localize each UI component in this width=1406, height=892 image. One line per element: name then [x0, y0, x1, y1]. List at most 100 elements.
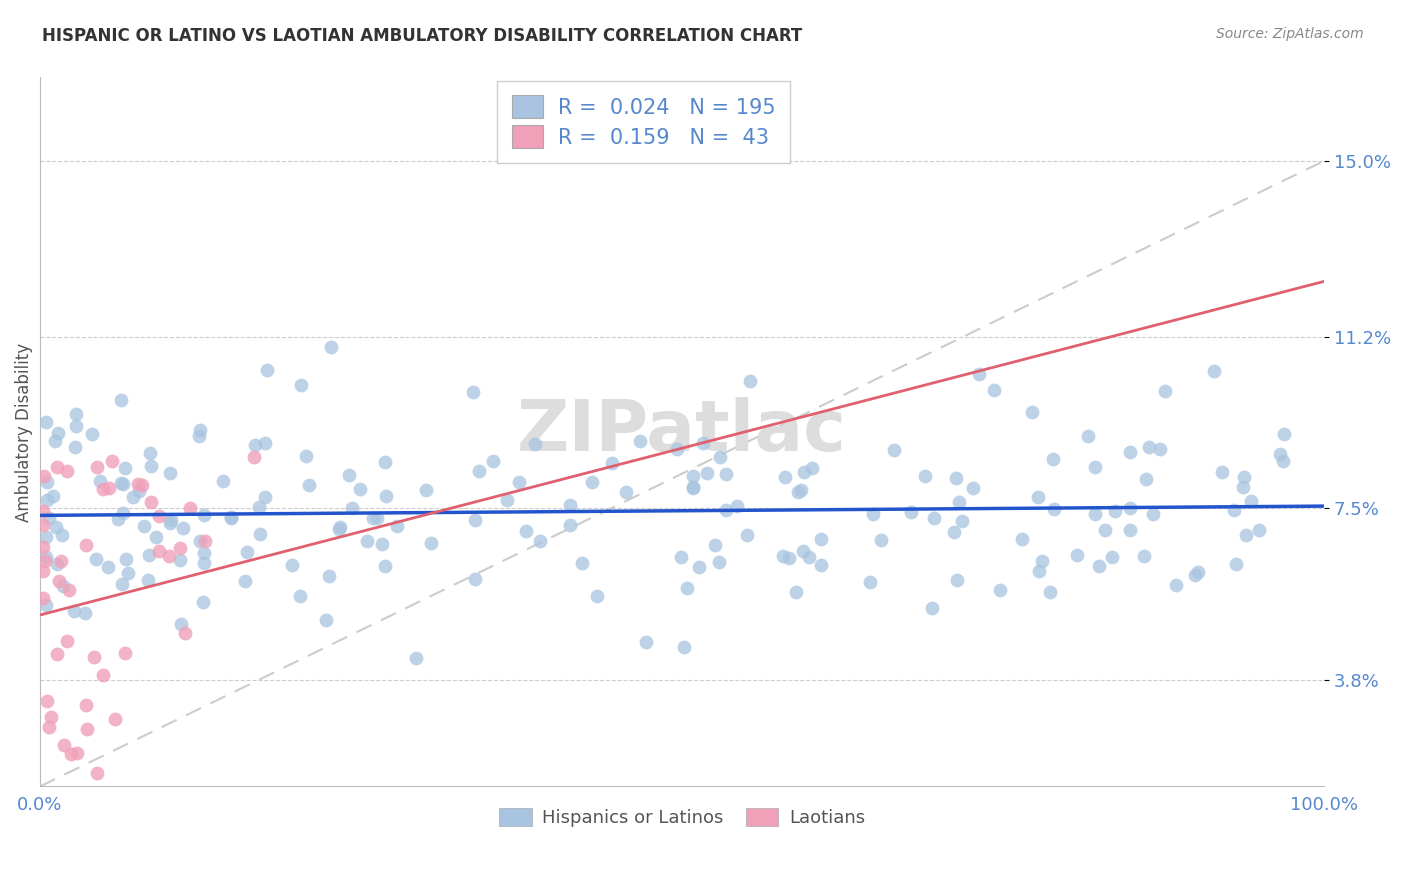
Point: [160, 513, 183, 527]
Point: [415, 483, 437, 498]
Point: [793, 465, 815, 479]
Text: ZIPatlас: ZIPatlас: [517, 398, 846, 467]
Point: [1271, 454, 1294, 468]
Point: [405, 651, 427, 665]
Legend: Hispanics or Latinos, Laotians: Hispanics or Latinos, Laotians: [492, 800, 872, 834]
Point: [159, 467, 181, 481]
Point: [581, 475, 603, 489]
Point: [39, 710, 62, 724]
Point: [797, 549, 820, 564]
Point: [1164, 577, 1187, 591]
Point: [114, 461, 136, 475]
Point: [669, 549, 692, 564]
Point: [76, 538, 98, 552]
Point: [1031, 554, 1053, 568]
Point: [772, 549, 794, 563]
Point: [65, 418, 87, 433]
Point: [37, 475, 59, 490]
Point: [716, 503, 738, 517]
Point: [1232, 479, 1254, 493]
Point: [1272, 426, 1295, 441]
Point: [115, 552, 138, 566]
Point: [529, 533, 551, 548]
Point: [297, 478, 319, 492]
Point: [63, 604, 86, 618]
Point: [1119, 523, 1142, 537]
Point: [80, 427, 103, 442]
Point: [256, 362, 278, 376]
Point: [387, 519, 409, 533]
Point: [111, 507, 134, 521]
Point: [191, 595, 214, 609]
Point: [56, 634, 79, 648]
Point: [281, 558, 304, 573]
Point: [49, 554, 72, 568]
Point: [523, 437, 546, 451]
Point: [111, 576, 134, 591]
Point: [193, 556, 215, 570]
Point: [38, 511, 60, 525]
Point: [188, 423, 211, 437]
Point: [170, 617, 193, 632]
Point: [773, 470, 796, 484]
Point: [31, 591, 53, 605]
Point: [464, 573, 486, 587]
Point: [253, 436, 276, 450]
Point: [114, 646, 136, 660]
Point: [571, 556, 593, 570]
Point: [464, 513, 486, 527]
Point: [914, 468, 936, 483]
Point: [111, 476, 134, 491]
Point: [35, 415, 58, 429]
Point: [52, 738, 75, 752]
Point: [420, 536, 443, 550]
Point: [45, 557, 67, 571]
Point: [1011, 532, 1033, 546]
Point: [249, 500, 271, 515]
Point: [682, 480, 704, 494]
Point: [988, 582, 1011, 597]
Point: [249, 526, 271, 541]
Point: [145, 530, 167, 544]
Point: [810, 532, 832, 546]
Point: [600, 456, 623, 470]
Point: [139, 459, 162, 474]
Point: [1088, 558, 1111, 573]
Point: [245, 438, 267, 452]
Point: [1234, 528, 1257, 542]
Point: [76, 723, 98, 737]
Point: [91, 483, 114, 497]
Text: Source: ZipAtlas.com: Source: ZipAtlas.com: [1216, 27, 1364, 41]
Point: [946, 573, 969, 587]
Point: [66, 746, 89, 760]
Point: [349, 482, 371, 496]
Point: [356, 533, 378, 548]
Point: [709, 450, 731, 464]
Point: [1094, 524, 1116, 538]
Point: [32, 540, 55, 554]
Point: [1104, 504, 1126, 518]
Point: [138, 548, 160, 562]
Point: [83, 650, 105, 665]
Point: [318, 569, 340, 583]
Point: [1211, 465, 1233, 479]
Point: [31, 504, 53, 518]
Point: [86, 765, 108, 780]
Point: [508, 475, 530, 489]
Point: [136, 573, 159, 587]
Point: [169, 552, 191, 566]
Point: [1119, 444, 1142, 458]
Point: [375, 489, 398, 503]
Point: [35, 549, 58, 564]
Point: [558, 498, 581, 512]
Point: [666, 442, 689, 456]
Point: [1077, 429, 1099, 443]
Point: [37, 493, 59, 508]
Point: [1247, 523, 1270, 537]
Y-axis label: Ambulatory Disability: Ambulatory Disability: [15, 343, 32, 522]
Point: [219, 510, 242, 524]
Point: [482, 453, 505, 467]
Point: [128, 483, 150, 498]
Point: [366, 510, 388, 524]
Point: [374, 558, 396, 573]
